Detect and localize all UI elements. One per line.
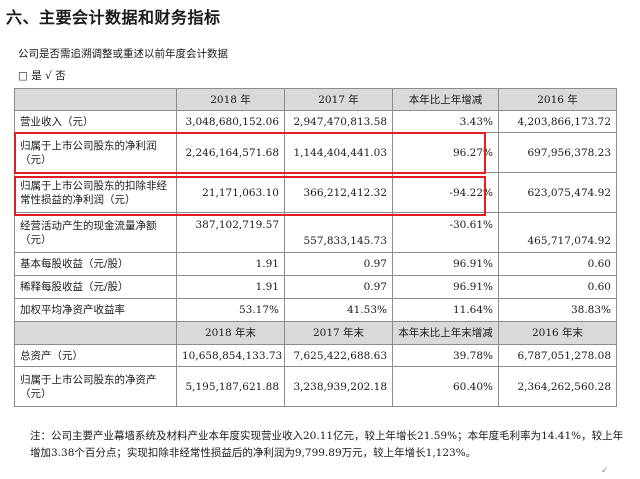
value-cell: 465,717,074.92 — [498, 212, 617, 253]
header-cell: 2017 年末 — [284, 321, 393, 345]
table-row: 归属于上市公司股东的净资产（元） 5,195,187,621.88 3,238,… — [14, 366, 617, 407]
header-cell — [14, 321, 177, 345]
row-label: 归属于上市公司股东的净利润（元） — [14, 132, 177, 173]
table-row: 稀释每股收益（元/股） 1.91 0.97 96.91% 0.60 — [14, 275, 617, 299]
row-label: 总资产（元） — [14, 344, 177, 367]
value-cell: 1,144,404,441.03 — [284, 132, 393, 173]
header-cell: 本年末比上年末增减 — [392, 321, 499, 345]
value-cell: 1.91 — [176, 252, 285, 276]
value-cell: 10,658,854,133.73 — [176, 344, 285, 367]
value-cell: 96.27% — [392, 132, 499, 173]
header-cell: 2016 年末 — [498, 321, 617, 345]
row-label: 稀释每股收益（元/股） — [14, 275, 177, 299]
table-row: 基本每股收益（元/股） 1.91 0.97 96.91% 0.60 — [14, 252, 617, 276]
row-label: 营业收入（元） — [14, 110, 177, 133]
header-cell: 2017 年 — [284, 88, 393, 111]
value-cell: 11.64% — [392, 298, 499, 322]
value-cell: 3,048,680,152.06 — [176, 110, 285, 133]
value-cell: 0.60 — [498, 275, 617, 299]
section-heading: 六、主要会计数据和财务指标 — [6, 8, 221, 27]
value-cell: -30.61% — [392, 212, 499, 253]
value-cell: 5,195,187,621.88 — [176, 366, 285, 407]
value-cell: 387,102,719.57 — [176, 212, 285, 253]
value-cell: 7,625,422,688.63 — [284, 344, 393, 367]
value-cell: 2,947,470,813.58 — [284, 110, 393, 133]
footnote: 注：公司主要产业幕墙系统及材料产业本年度实现营业收入20.11亿元，较上年增长2… — [30, 430, 624, 459]
table-row: 加权平均净资产收益率 53.17% 41.53% 11.64% 38.83% — [14, 298, 617, 322]
financial-indicators-table: 2018 年 2017 年 本年比上年增减 2016 年 营业收入（元） 3,0… — [14, 88, 617, 407]
row-label: 加权平均净资产收益率 — [14, 298, 177, 322]
value-cell: 53.17% — [176, 298, 285, 322]
value-cell: 697,956,378.23 — [498, 132, 617, 173]
table-row: 营业收入（元） 3,048,680,152.06 2,947,470,813.5… — [14, 110, 617, 133]
value-cell: 4,203,866,173.72 — [498, 110, 617, 133]
value-cell: 3.43% — [392, 110, 499, 133]
value-cell: 21,171,063.10 — [176, 172, 285, 213]
value-cell: -94.22% — [392, 172, 499, 213]
table-row: 经营活动产生的现金流量净额（元） 387,102,719.57 557,833,… — [14, 212, 617, 253]
value-cell: 0.97 — [284, 275, 393, 299]
table-header-row: 2018 年末 2017 年末 本年末比上年末增减 2016 年末 — [14, 321, 617, 345]
value-cell: 96.91% — [392, 252, 499, 276]
row-label: 经营活动产生的现金流量净额（元） — [14, 212, 177, 253]
value-cell: 96.91% — [392, 275, 499, 299]
header-cell: 2018 年末 — [176, 321, 285, 345]
row-label: 基本每股收益（元/股） — [14, 252, 177, 276]
restatement-answer: □ 是 √ 否 — [18, 70, 66, 82]
value-cell: 623,075,474.92 — [498, 172, 617, 213]
value-cell: 41.53% — [284, 298, 393, 322]
value-cell: 0.60 — [498, 252, 617, 276]
highlight-box-net-profit — [14, 132, 486, 174]
table-row: 归属于上市公司股东的扣除非经常性损益的净利润（元） 21,171,063.10 … — [14, 172, 617, 213]
table-row: 总资产（元） 10,658,854,133.73 7,625,422,688.6… — [14, 344, 617, 367]
value-cell: 60.40% — [392, 366, 499, 407]
value-cell: 557,833,145.73 — [284, 212, 393, 253]
table-row: 归属于上市公司股东的净利润（元） 2,246,164,571.68 1,144,… — [14, 132, 617, 173]
value-cell: 3,238,939,202.18 — [284, 366, 393, 407]
restatement-question: 公司是否需追溯调整或重述以前年度会计数据 — [18, 48, 228, 60]
value-cell: 366,212,412.32 — [284, 172, 393, 213]
value-cell: 6,787,051,278.08 — [498, 344, 617, 367]
value-cell: 38.83% — [498, 298, 617, 322]
value-cell: 1.91 — [176, 275, 285, 299]
header-cell: 2018 年 — [176, 88, 285, 111]
page-mark: ✓ — [601, 466, 609, 476]
value-cell: 39.78% — [392, 344, 499, 367]
header-cell: 本年比上年增减 — [392, 88, 499, 111]
value-cell: 0.97 — [284, 252, 393, 276]
header-cell — [14, 88, 177, 111]
row-label: 归属于上市公司股东的净资产（元） — [14, 366, 177, 407]
table-header-row: 2018 年 2017 年 本年比上年增减 2016 年 — [14, 88, 617, 111]
value-cell: 2,364,262,560.28 — [498, 366, 617, 407]
row-label: 归属于上市公司股东的扣除非经常性损益的净利润（元） — [14, 172, 177, 213]
highlight-box-deducted-net-profit — [14, 176, 486, 216]
header-cell: 2016 年 — [498, 88, 617, 111]
